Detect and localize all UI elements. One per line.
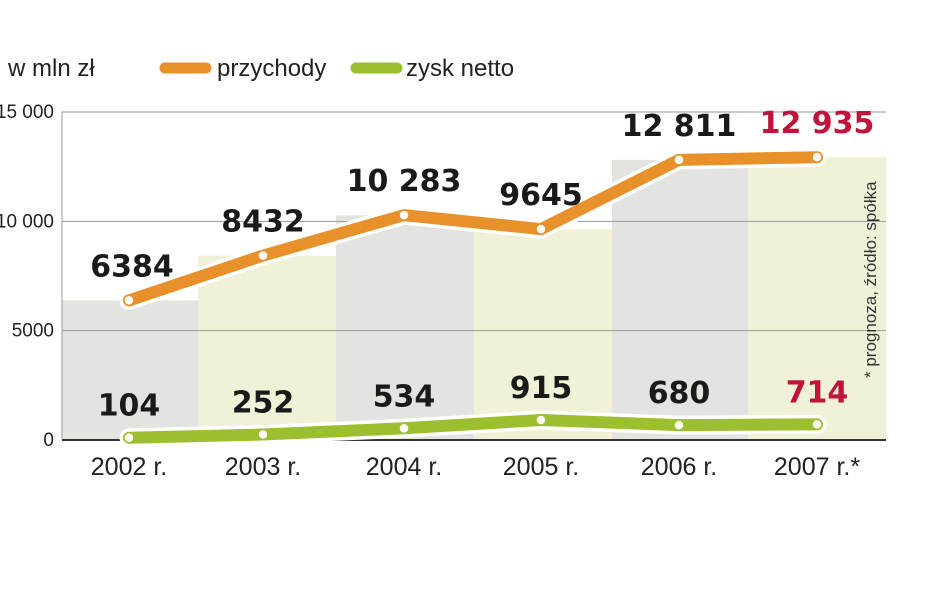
background-column-1 xyxy=(198,255,336,440)
data-label-przychody: 10 283 xyxy=(347,164,462,199)
y-tick-label: 0 xyxy=(43,430,54,451)
series-line-przychody xyxy=(123,151,823,307)
data-label-przychody: 9645 xyxy=(499,178,583,213)
data-label-przychody: 12 811 xyxy=(622,109,737,144)
data-label-zysk-netto: 104 xyxy=(98,389,161,424)
data-label-przychody: 6384 xyxy=(90,249,174,284)
y-tick-label: 5000 xyxy=(12,321,54,342)
legend-label-zysk-netto: zysk netto xyxy=(406,55,514,82)
background-column-3 xyxy=(474,229,612,440)
x-tick-label: 2004 r. xyxy=(366,453,442,481)
data-point-przychody xyxy=(811,151,823,163)
source-note: * prognoza, źródło: spółka xyxy=(861,181,880,378)
data-label-przychody: 12 935 xyxy=(760,106,875,141)
x-tick-label: 2003 r. xyxy=(225,453,301,481)
data-point-zysk-netto xyxy=(257,428,269,441)
data-point-przychody xyxy=(673,154,685,166)
background-column-2 xyxy=(336,215,474,440)
data-point-zysk-netto xyxy=(673,419,685,431)
y-tick-label: 15 000 xyxy=(0,102,54,123)
x-tick-label: 2007 r.* xyxy=(774,453,860,481)
data-label-zysk-netto: 915 xyxy=(510,371,573,406)
series-lines xyxy=(119,147,827,448)
data-point-przychody xyxy=(257,249,269,262)
series-line-zysk-netto xyxy=(123,414,823,444)
x-tick-label: 2006 r. xyxy=(641,453,717,481)
data-point-zysk-netto xyxy=(811,418,823,431)
data-points xyxy=(123,151,823,444)
unit-label: w mln zł xyxy=(7,55,95,82)
legend-label-przychody: przychody xyxy=(217,55,326,82)
data-label-zysk-netto: 680 xyxy=(648,376,711,411)
data-label-zysk-netto: 534 xyxy=(373,379,436,414)
y-tick-label: 10 000 xyxy=(0,211,54,232)
x-axis-ticks: 2002 r. 2003 r. 2004 r. 2005 r. 2006 r. 2007 … xyxy=(91,453,861,481)
background-columns xyxy=(62,157,886,440)
background-column-5 xyxy=(748,157,886,440)
data-point-przychody xyxy=(535,223,547,235)
legend: w mln zł przychody zysk netto xyxy=(7,55,514,82)
data-labels: 6384 8432 10 283 9645 12 811 12 935 104 252 534 9… xyxy=(90,106,874,424)
data-point-zysk-netto xyxy=(535,414,547,426)
data-point-zysk-netto xyxy=(123,431,135,444)
data-label-zysk-netto: 252 xyxy=(232,385,295,420)
x-tick-label: 2002 r. xyxy=(91,453,167,481)
y-axis-ticks: 0 5000 10 000 15 000 xyxy=(0,102,54,451)
background-column-4 xyxy=(612,159,748,440)
data-point-zysk-netto xyxy=(398,422,410,435)
data-point-przychody xyxy=(398,209,410,221)
data-label-zysk-netto: 714 xyxy=(786,375,849,410)
data-label-przychody: 8432 xyxy=(221,205,305,240)
background-column-0 xyxy=(62,300,198,440)
x-tick-label: 2005 r. xyxy=(503,453,579,481)
data-point-przychody xyxy=(123,294,135,307)
